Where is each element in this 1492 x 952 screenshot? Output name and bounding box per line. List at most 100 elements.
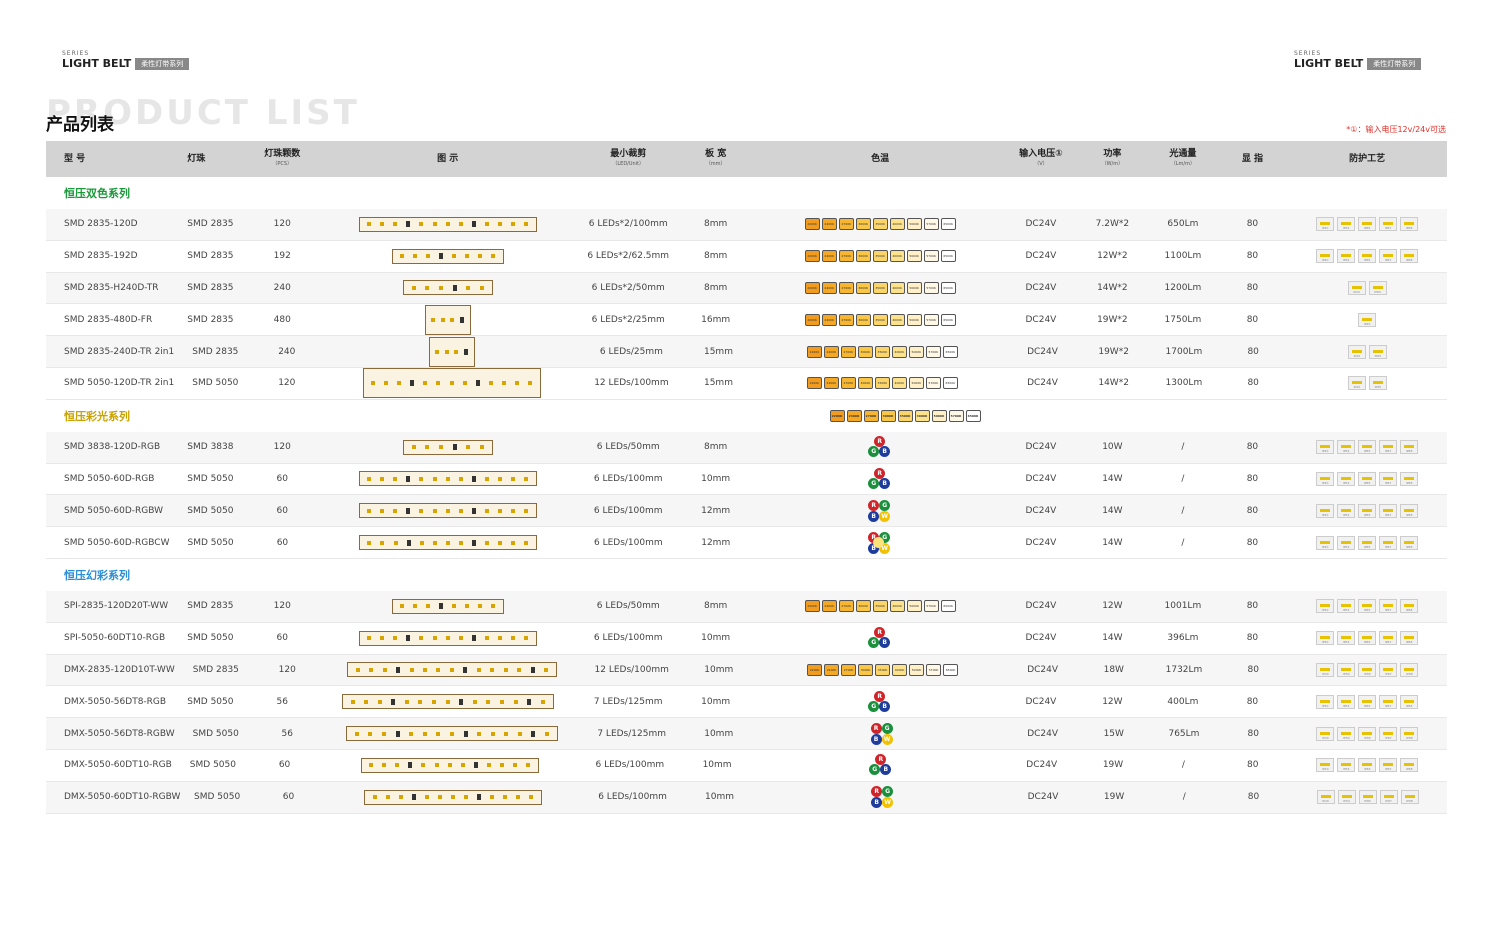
ip-rating-label: IP65 — [1363, 480, 1371, 485]
led-chip — [364, 699, 369, 704]
ip-rating-icon: IP54 — [1337, 471, 1356, 486]
led-chip — [471, 475, 476, 482]
table-row: DMX-5050-56DT8-RGB SMD 5050 56 7 LEDs/125mm… — [46, 686, 1447, 719]
ip-rating-label: IP67 — [1384, 608, 1392, 613]
led-chip — [466, 445, 471, 450]
led-chip — [406, 221, 411, 228]
column-header: 功率 （W/m） — [1077, 149, 1148, 169]
model-cell: SMD 2835-240D-TR 2in1 — [64, 346, 175, 357]
color-temperature-swatches: 2200K 2400K 2700K 3000K 3500K 4000K 5000K 5700K… — [807, 663, 959, 676]
ip-rating-icon: IP54 — [1337, 440, 1356, 455]
ip-cell: IP20 IP54 IP65 IP67 IP68 — [1287, 694, 1447, 709]
min-cut-cell: 12 LEDs/100mm — [594, 378, 669, 389]
led-chip — [418, 699, 423, 704]
column-header: 色温 — [755, 154, 1005, 164]
lumen-cell: / — [1181, 505, 1185, 516]
led-chip — [447, 763, 452, 768]
lumen-cell: 396Lm — [1167, 633, 1199, 644]
led-strip-image — [358, 535, 537, 551]
led-chip — [500, 699, 505, 704]
pcs-cell: 192 — [273, 251, 291, 262]
color-temperature-swatch: 5700K — [925, 345, 941, 358]
min-cut-cell: 12 LEDs/100mm — [594, 664, 669, 675]
ip-rating-label: IP68 — [1405, 608, 1413, 613]
ip-rating-label: IP65 — [1363, 640, 1371, 645]
lumen-cell: / — [1181, 760, 1185, 771]
led-chip — [459, 316, 464, 323]
ip-rating-icon: IP65 — [1358, 726, 1377, 741]
model-cell: DMX-2835-120D10T-WW — [64, 664, 175, 675]
voltage-cell: DC24V — [1027, 664, 1059, 675]
color-channel-dot: G — [868, 446, 880, 458]
ip-cell: IP20 IP54 IP65 IP67 IP68 — [1287, 249, 1447, 264]
led-chip — [413, 254, 418, 259]
power-cell: 12W*2 — [1097, 251, 1128, 262]
chip-cell: SMD 5050 — [189, 760, 236, 771]
led-strip-image — [362, 368, 541, 399]
ip-rating-icon: IP65 — [1358, 217, 1377, 232]
led-strip-image — [391, 598, 504, 614]
power-cell: 14W*2 — [1098, 378, 1129, 389]
color-temperature-swatch: 5000K — [908, 377, 924, 390]
led-chip — [465, 604, 470, 609]
series-group-title: 恒压双色系列 — [64, 187, 130, 200]
min-cut-cell: 6 LEDs/100mm — [593, 633, 663, 644]
ip-rating-label: IP67 — [1384, 640, 1392, 645]
ip-rating-label: IP20 — [1321, 512, 1329, 517]
table-row: DMX-2835-120D10T-WW SMD 2835 120 12 LEDs/10… — [46, 654, 1447, 687]
ip-rating-label: IP67 — [1384, 767, 1392, 772]
color-channel-dot: W — [881, 733, 893, 745]
chip-cell: SMD 5050 — [187, 633, 234, 644]
led-chip — [460, 763, 465, 768]
chip-cell: SMD 2835 — [192, 346, 239, 357]
led-chip — [422, 667, 427, 672]
led-chip — [452, 254, 457, 259]
ip-cell: IP20 IP54 IP65 IP67 IP68 — [1287, 217, 1447, 232]
cct-cell: 2200K 2400K 2700K 3000K 3500K 4000K 5000K 5700K… — [758, 663, 1007, 676]
color-temperature-swatch: 6500K — [940, 218, 956, 231]
color-temperature-swatch: 2200K — [804, 218, 820, 231]
cri-cell: 80 — [1246, 696, 1259, 707]
ip-rating-label: IP65 — [1364, 799, 1371, 804]
column-header-label: 输入电压① — [1019, 149, 1063, 159]
led-chip — [484, 540, 489, 545]
ip-rating-label: IP65 — [1363, 608, 1371, 613]
ip-rating-icon: IP68 — [1400, 631, 1419, 646]
ip-rating-label: IP20 — [1321, 640, 1329, 645]
led-chip — [432, 508, 437, 513]
ip-rating-icon: IP65 — [1358, 662, 1377, 677]
column-header: 板 宽 （mm） — [676, 149, 755, 169]
color-temperature-swatch: 4000K — [889, 250, 905, 263]
image-cell — [315, 598, 580, 614]
color-channel-dot: B — [870, 733, 882, 745]
model-cell: SMD 5050-120D-TR 2in1 — [64, 378, 175, 389]
color-temperature-swatch: 3000K — [855, 600, 871, 613]
min-cut-cell: 6 LEDs/50mm — [596, 601, 660, 612]
image-cell — [315, 535, 580, 551]
led-chip — [486, 763, 491, 768]
led-chip — [445, 540, 450, 545]
ip-rating-label: IP68 — [1406, 799, 1413, 804]
led-chip — [411, 285, 416, 290]
column-header-unit: （V） — [1034, 161, 1048, 167]
color-temperature-swatch: 3500K — [872, 313, 888, 326]
ip-cell: IP20 IP54 IP65 IP67 IP68 — [1287, 440, 1447, 455]
color-temperature-swatch: 2700K — [840, 377, 856, 390]
ip-rating-label: IP65 — [1363, 449, 1371, 454]
color-channel-dot: R — [874, 436, 886, 448]
ip-rating-label: IP54 — [1342, 767, 1350, 772]
color-temperature-swatch: 2700K — [838, 250, 854, 263]
table-header: 型 号 灯珠 灯珠颗数 （PCS） 图 示 最小裁剪 （LED/Unit） 板 宽 （mm） 色温… — [46, 141, 1447, 177]
ip-rating-icon: IP54 — [1337, 726, 1356, 741]
led-chip — [445, 508, 450, 513]
table-row: SMD 2835-480D-FR SMD 2835 480 6 LEDs*2/25mm… — [46, 304, 1447, 337]
led-chip — [393, 476, 398, 481]
led-chip — [413, 604, 418, 609]
ip-rating-icon: IP67 — [1379, 503, 1398, 518]
power-cell: 19W*2 — [1097, 314, 1128, 325]
pcs-cell: 120 — [278, 664, 296, 675]
led-strip-image — [391, 248, 504, 264]
color-temperature-swatch: 4000K — [889, 313, 905, 326]
